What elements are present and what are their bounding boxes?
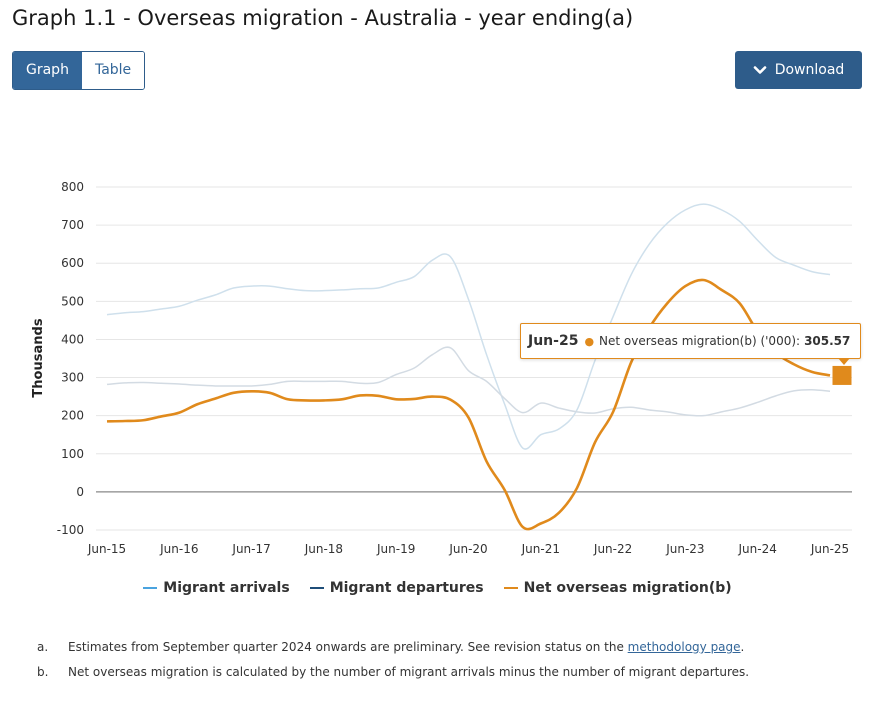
hover-marker[interactable] xyxy=(832,365,852,385)
y-tick-label: 500 xyxy=(61,294,84,308)
legend-item-departures[interactable]: Migrant departures xyxy=(309,580,484,596)
footnote-b: b. Net overseas migration is calculated … xyxy=(37,665,749,679)
legend-swatch-departures xyxy=(309,587,324,589)
x-tick-label: Jun-20 xyxy=(448,542,487,556)
tooltip-arrow xyxy=(838,358,850,365)
x-tick-label: Jun-24 xyxy=(738,542,777,556)
y-tick-label: 300 xyxy=(61,371,84,385)
download-label: Download xyxy=(774,62,845,78)
tooltip-label: Net overseas migration(b) ('000): xyxy=(599,334,801,348)
legend-swatch-arrivals xyxy=(143,587,158,589)
footnote-mark: b. xyxy=(37,665,49,679)
legend: Migrant arrivals Migrant departures Net … xyxy=(0,580,875,596)
footnote-text-part: . xyxy=(740,640,745,654)
tooltip-value: 305.57 xyxy=(804,334,851,348)
y-tick-label: 600 xyxy=(61,256,84,270)
y-axis-title: Thousands xyxy=(31,318,46,397)
y-tick-label: -100 xyxy=(57,523,84,537)
footnote-mark: a. xyxy=(37,640,49,654)
series-line-arrivals xyxy=(106,203,831,450)
legend-label: Migrant arrivals xyxy=(163,580,290,596)
footnotes: a. Estimates from September quarter 2024… xyxy=(37,640,749,690)
x-tick-labels: Jun-15 Jun-16 Jun-17 Jun-18 Jun-19 Jun-20 Jun-… xyxy=(87,542,849,556)
x-tick-label: Jun-21 xyxy=(521,542,560,556)
y-tick-labels: -100 0 100 200 300 400 500 600 700 800 xyxy=(57,180,84,537)
graph-tab[interactable]: Graph xyxy=(13,52,82,89)
footnote-a: a. Estimates from September quarter 2024… xyxy=(37,640,749,654)
legend-swatch-net xyxy=(503,587,518,589)
y-tick-label: 200 xyxy=(61,409,84,423)
series-line-departures xyxy=(106,346,831,417)
tooltip-date: Jun-25 xyxy=(528,333,579,349)
series-dot-icon: ● xyxy=(584,334,595,348)
download-button[interactable]: Download xyxy=(735,51,862,89)
x-tick-label: Jun-25 xyxy=(810,542,849,556)
y-tick-label: 400 xyxy=(61,332,84,346)
view-toggle: Graph Table xyxy=(12,51,146,90)
x-tick-label: Jun-17 xyxy=(231,542,270,556)
series-line-net xyxy=(106,278,831,531)
legend-label: Net overseas migration(b) xyxy=(523,580,732,596)
legend-item-arrivals[interactable]: Migrant arrivals xyxy=(143,580,290,596)
chevron-down-icon xyxy=(753,66,767,74)
legend-item-net[interactable]: Net overseas migration(b) xyxy=(503,580,732,596)
table-tab[interactable]: Table xyxy=(81,52,145,89)
x-tick-label: Jun-16 xyxy=(159,542,198,556)
y-tick-label: 700 xyxy=(61,218,84,232)
series-lines xyxy=(106,203,831,531)
footnote-text: Net overseas migration is calculated by … xyxy=(68,665,750,679)
tooltip: Jun-25 ● Net overseas migration(b) ('000… xyxy=(520,323,861,359)
y-tick-label: 0 xyxy=(76,485,84,499)
x-tick-label: Jun-15 xyxy=(87,542,126,556)
x-tick-label: Jun-19 xyxy=(376,542,415,556)
x-tick-label: Jun-18 xyxy=(304,542,343,556)
page-title: Graph 1.1 - Overseas migration - Austral… xyxy=(12,6,634,30)
y-tick-label: 800 xyxy=(61,180,84,194)
grid-lines xyxy=(96,186,852,531)
footnote-text: Estimates from September quarter 2024 on… xyxy=(68,640,744,654)
footnote-text-part: Estimates from September quarter 2024 on… xyxy=(68,640,628,654)
y-tick-label: 100 xyxy=(61,447,84,461)
x-tick-label: Jun-23 xyxy=(665,542,704,556)
x-tick-label: Jun-22 xyxy=(593,542,632,556)
methodology-link[interactable]: methodology page xyxy=(627,640,741,654)
legend-label: Migrant departures xyxy=(329,580,484,596)
